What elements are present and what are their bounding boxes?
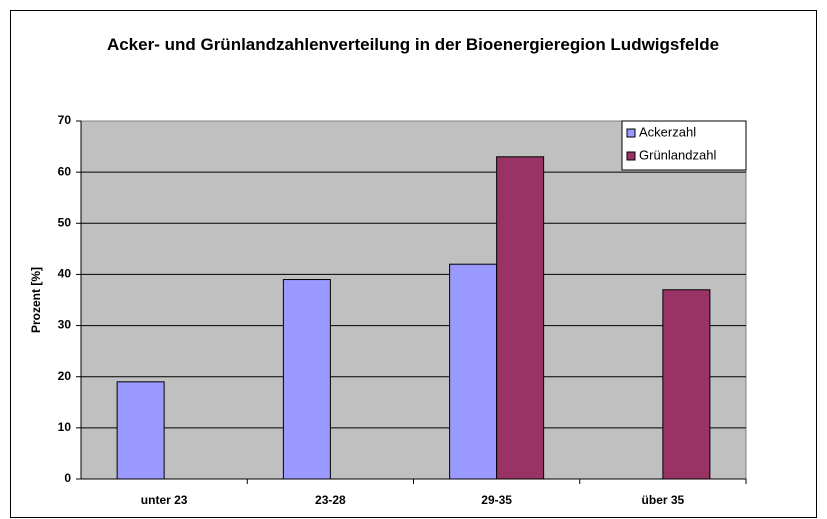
x-tick-label: 29-35	[481, 493, 512, 507]
legend-box	[621, 120, 747, 171]
bar	[496, 156, 545, 480]
y-tick-label: 10	[58, 420, 72, 434]
y-tick-label: 50	[58, 215, 72, 229]
y-axis-label: Prozent [%]	[29, 267, 43, 333]
bar	[662, 289, 711, 480]
legend-swatch	[626, 128, 636, 138]
y-tick-label: 0	[64, 471, 71, 485]
chart-title: Acker- und Grünlandzahlenverteilung in d…	[106, 35, 720, 54]
legend-swatch	[626, 151, 636, 161]
y-tick-label: 60	[58, 164, 72, 178]
x-tick-label: unter 23	[141, 493, 188, 507]
x-tick-label: 23-28	[315, 493, 346, 507]
y-tick-label: 40	[58, 267, 72, 281]
legend-label: Ackerzahl	[639, 124, 696, 139]
bar	[282, 279, 331, 480]
y-tick-label: 30	[58, 318, 72, 332]
legend-label: Grünlandzahl	[639, 147, 716, 162]
y-tick-label: 20	[58, 369, 72, 383]
bar	[116, 381, 165, 480]
x-tick-label: über 35	[642, 493, 685, 507]
y-tick-label: 70	[58, 113, 72, 127]
bar	[449, 263, 498, 480]
plot-area	[80, 120, 747, 480]
